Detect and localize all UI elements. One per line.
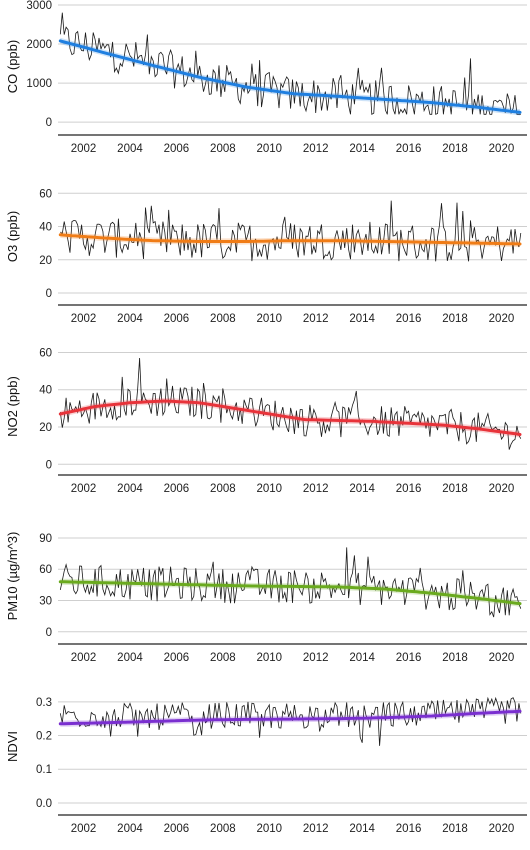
chart-panel-4: 0 30 60 90 PM10 (µg/m^3) 2002 2004 2006 2008 2010… bbox=[5, 532, 527, 664]
x-tick-label: 2002 bbox=[71, 652, 97, 664]
x-tick-label: 2004 bbox=[117, 652, 143, 664]
x-tick-label: 2018 bbox=[442, 652, 468, 664]
x-tick-label: 2008 bbox=[210, 313, 236, 325]
y-axis-label: CO (ppb) bbox=[5, 40, 20, 93]
chart-panel-3: 0 20 40 60 NO2 (ppb) 2002 2004 2006 2008 2010 2012… bbox=[5, 347, 527, 495]
y-tick-label: 0 bbox=[46, 117, 52, 129]
x-tick-label: 2010 bbox=[256, 483, 282, 495]
y-tick-label: 3000 bbox=[26, 0, 52, 12]
x-tick-label: 2012 bbox=[303, 313, 329, 325]
x-tick-label: 2008 bbox=[210, 483, 236, 495]
monthly-observation-line bbox=[59, 12, 521, 115]
y-tick-label: 0 bbox=[46, 627, 52, 639]
monthly-observation-line bbox=[59, 696, 522, 746]
x-tick-label: 2014 bbox=[349, 652, 375, 664]
y-tick-label: 40 bbox=[39, 385, 52, 397]
y-axis-label: NDVI bbox=[5, 731, 20, 762]
trend-line bbox=[58, 709, 522, 726]
trend-line bbox=[58, 39, 522, 114]
x-tick-label: 2012 bbox=[303, 823, 329, 835]
x-tick-label: 2012 bbox=[303, 652, 329, 664]
x-tick-label: 2010 bbox=[256, 823, 282, 835]
monthly-observation-line bbox=[60, 200, 522, 262]
monthly-observation-line bbox=[59, 357, 522, 450]
x-tick-label: 2002 bbox=[71, 823, 97, 835]
y-tick-label: 0.3 bbox=[36, 697, 52, 709]
y-tick-label: 1000 bbox=[26, 78, 52, 90]
x-tick-label: 2004 bbox=[117, 823, 143, 835]
x-tick-label: 2020 bbox=[489, 483, 515, 495]
x-tick-label: 2008 bbox=[210, 143, 236, 155]
x-tick-label: 2006 bbox=[164, 652, 190, 664]
x-tick-label: 2018 bbox=[442, 313, 468, 325]
x-tick-label: 2002 bbox=[71, 483, 97, 495]
x-tick-label: 2016 bbox=[396, 652, 422, 664]
y-tick-label: 60 bbox=[39, 347, 52, 359]
x-tick-label: 2002 bbox=[71, 313, 97, 325]
y-tick-label: 2000 bbox=[26, 39, 52, 51]
x-tick-label: 2002 bbox=[71, 143, 97, 155]
x-tick-label: 2006 bbox=[164, 483, 190, 495]
x-tick-label: 2004 bbox=[117, 483, 143, 495]
x-tick-label: 2014 bbox=[349, 313, 375, 325]
x-tick-label: 2004 bbox=[117, 313, 143, 325]
x-tick-label: 2020 bbox=[489, 652, 515, 664]
y-tick-label: 0.2 bbox=[36, 731, 52, 743]
y-tick-label: 30 bbox=[39, 596, 52, 608]
chart-panel-5: 0.0 0.1 0.2 0.3 NDVI 2002 2004 2006 2008 2010 2012… bbox=[5, 696, 527, 835]
x-tick-label: 2016 bbox=[396, 823, 422, 835]
trend-confidence-band bbox=[60, 708, 521, 727]
y-axis-label: NO2 (ppb) bbox=[5, 376, 20, 437]
y-tick-label: 60 bbox=[39, 564, 52, 576]
x-tick-label: 2008 bbox=[210, 823, 236, 835]
x-tick-label: 2012 bbox=[303, 483, 329, 495]
y-axis-label: O3 (ppb) bbox=[5, 211, 20, 262]
trend-line bbox=[58, 580, 522, 606]
x-tick-label: 2010 bbox=[256, 313, 282, 325]
x-tick-label: 2014 bbox=[349, 143, 375, 155]
y-tick-label: 20 bbox=[39, 255, 52, 267]
y-tick-label: 0 bbox=[46, 459, 52, 471]
y-tick-label: 0.0 bbox=[36, 798, 52, 810]
x-tick-label: 2012 bbox=[303, 143, 329, 155]
trend-line bbox=[58, 399, 522, 436]
y-tick-label: 90 bbox=[39, 533, 52, 545]
trend-line bbox=[58, 233, 522, 246]
chart-panel-2: 0 20 40 60 O3 (ppb) 2002 2004 2006 2008 2010 2012 2… bbox=[5, 188, 527, 325]
x-tick-label: 2006 bbox=[164, 823, 190, 835]
y-tick-label: 40 bbox=[39, 222, 52, 234]
y-tick-label: 0 bbox=[46, 288, 52, 300]
x-tick-label: 2020 bbox=[489, 143, 515, 155]
x-tick-label: 2020 bbox=[489, 823, 515, 835]
x-tick-label: 2014 bbox=[349, 823, 375, 835]
x-tick-label: 2020 bbox=[489, 313, 515, 325]
x-tick-label: 2006 bbox=[164, 313, 190, 325]
x-tick-label: 2014 bbox=[349, 483, 375, 495]
chart-panel-1: 0 1000 2000 3000 CO (ppb) 2002 2004 2006 2008 201… bbox=[5, 0, 527, 155]
x-tick-label: 2018 bbox=[442, 483, 468, 495]
x-tick-label: 2018 bbox=[442, 143, 468, 155]
x-tick-label: 2008 bbox=[210, 652, 236, 664]
x-tick-label: 2018 bbox=[442, 823, 468, 835]
x-tick-label: 2010 bbox=[256, 143, 282, 155]
x-tick-label: 2016 bbox=[396, 143, 422, 155]
x-tick-label: 2010 bbox=[256, 652, 282, 664]
x-tick-label: 2016 bbox=[396, 313, 422, 325]
y-axis-label: PM10 (µg/m^3) bbox=[5, 532, 20, 621]
y-tick-label: 60 bbox=[39, 188, 52, 200]
x-tick-label: 2004 bbox=[117, 143, 143, 155]
y-tick-label: 20 bbox=[39, 422, 52, 434]
y-tick-label: 0.1 bbox=[36, 764, 52, 776]
x-tick-label: 2016 bbox=[396, 483, 422, 495]
x-tick-label: 2006 bbox=[164, 143, 190, 155]
